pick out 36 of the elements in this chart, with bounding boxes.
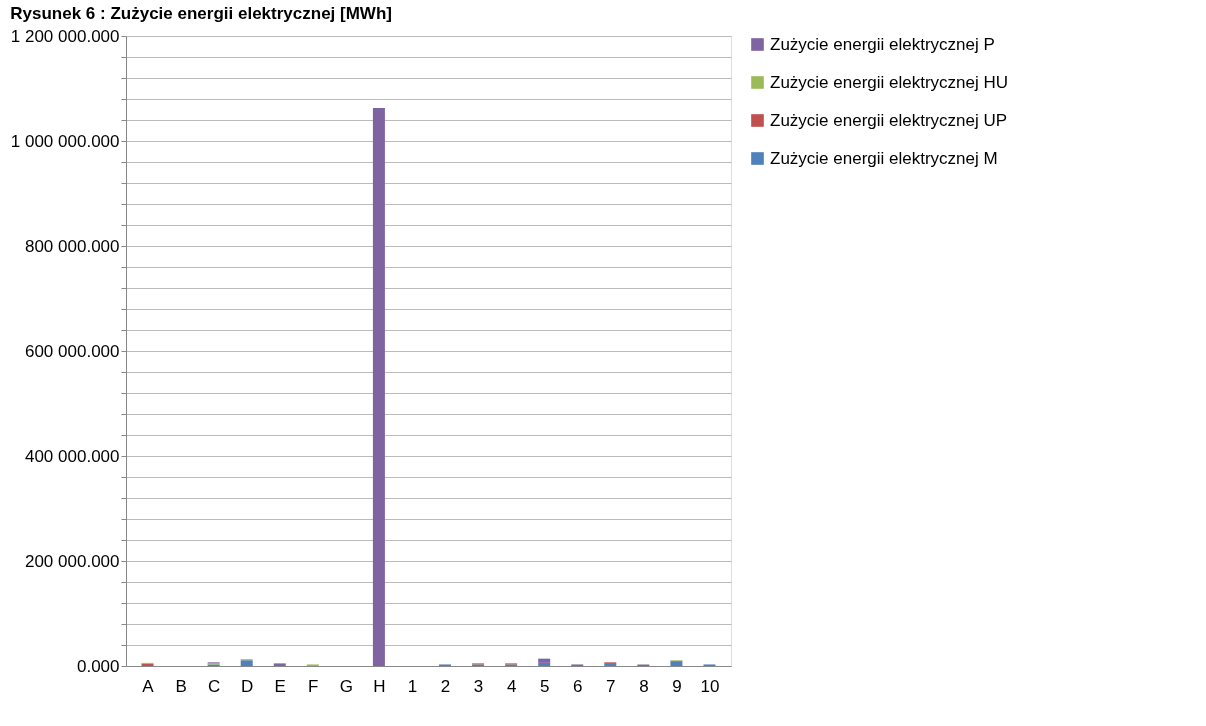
bar xyxy=(538,658,551,663)
x-tick-label: 6 xyxy=(573,676,583,696)
bar xyxy=(670,661,683,666)
x-tick-label: 5 xyxy=(539,676,550,696)
y-tick-label: 1 000 000.000 xyxy=(10,131,120,151)
x-tick-label: 8 xyxy=(639,676,649,696)
y-tick-label: 0.000 xyxy=(76,656,120,676)
x-tick-label: 1 xyxy=(407,676,418,696)
legend-label: Zużycie energii elektrycznej HU xyxy=(770,72,1009,92)
x-tick-label: 3 xyxy=(473,676,484,696)
y-tick-label: 800 000.000 xyxy=(24,236,120,256)
x-tick-label: C xyxy=(208,676,221,696)
x-tick-label: 10 xyxy=(700,676,720,696)
y-tick-label: 200 000.000 xyxy=(24,551,120,571)
y-tick-label: 600 000.000 xyxy=(24,341,120,361)
chart-title: Rysunek 6 : Zużycie energii elektrycznej [MWh] xyxy=(10,4,392,23)
legend-label: Zużycie energii elektrycznej M xyxy=(770,148,998,168)
x-tick-label: B xyxy=(175,676,187,696)
y-tick-label: 1 200 000.000 xyxy=(10,26,120,46)
y-tick-label: 400 000.000 xyxy=(24,446,120,466)
x-tick-label: D xyxy=(241,676,254,696)
x-tick-label: A xyxy=(142,676,155,696)
x-tick-label: F xyxy=(308,676,319,696)
bar xyxy=(538,662,551,666)
bar xyxy=(273,663,286,666)
x-tick-label: 4 xyxy=(506,676,517,696)
x-tick-label: G xyxy=(339,676,353,696)
bar xyxy=(372,107,385,666)
x-tick-label: 9 xyxy=(672,676,682,696)
x-tick-label: H xyxy=(373,676,386,696)
x-tick-label: 2 xyxy=(440,676,451,696)
legend-label: Zużycie energii elektrycznej P xyxy=(770,34,995,54)
x-tick-label: E xyxy=(274,676,286,696)
bar xyxy=(240,660,253,666)
x-tick-label: 7 xyxy=(606,676,616,696)
legend-label: Zużycie energii elektrycznej UP xyxy=(770,110,1008,130)
